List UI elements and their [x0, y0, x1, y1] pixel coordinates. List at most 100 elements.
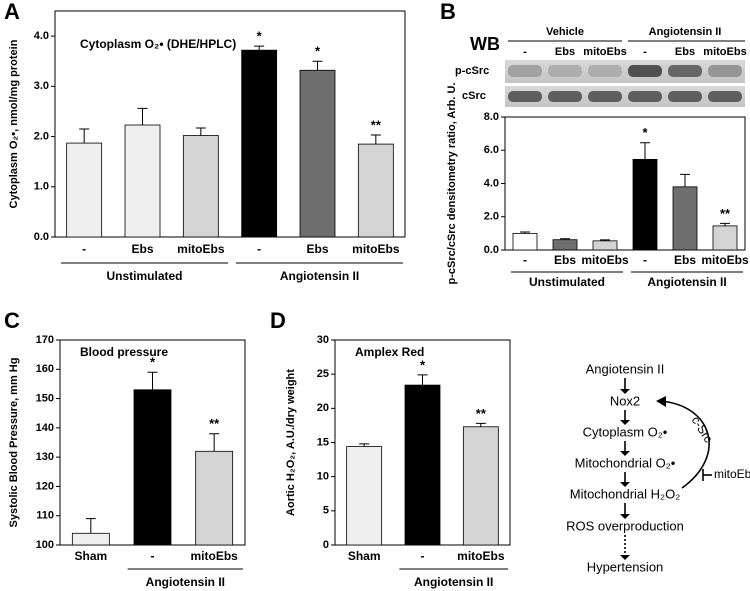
plot-frame — [54, 10, 406, 238]
significance: * — [150, 355, 156, 370]
arrowhead — [620, 555, 630, 560]
arrowhead — [656, 396, 666, 407]
blot-row-label: p-cSrc — [455, 65, 489, 77]
error-bar — [720, 222, 730, 226]
y-tick-label: 8.0 — [484, 111, 499, 123]
significance: ** — [720, 206, 731, 221]
bar — [182, 135, 219, 238]
group-label: Angiotensin II — [414, 575, 493, 589]
y-tick-label: 4.0 — [484, 177, 499, 189]
error-bar — [85, 518, 96, 534]
blot-band — [708, 65, 742, 77]
error-bar — [137, 107, 148, 126]
blot-lane-label: Ebs — [555, 46, 575, 58]
arrowhead — [620, 482, 630, 487]
y-tick-label: 20 — [317, 402, 329, 414]
x-tick-label: Sham — [74, 549, 107, 563]
blot-band — [628, 65, 662, 77]
wb-label: WB — [470, 34, 500, 54]
arrowhead — [620, 451, 630, 456]
group-label: Unstimulated — [529, 275, 605, 289]
bar — [299, 69, 336, 238]
bar — [404, 384, 441, 546]
y-tick-label: 120 — [36, 480, 54, 492]
error-bar — [359, 443, 370, 447]
bar — [712, 225, 738, 251]
y-tick-label: 5 — [323, 505, 329, 517]
inhibitor-label: mitoEbs — [714, 467, 750, 481]
x-tick-label: mitoEbs — [190, 549, 238, 563]
bar — [124, 124, 161, 238]
error-bar — [147, 371, 158, 390]
blot-band — [548, 65, 582, 77]
bar — [632, 158, 658, 251]
blot-band — [588, 65, 622, 77]
blot-group: Angiotensin II — [649, 26, 722, 38]
x-tick-label: mitoEbs — [352, 242, 400, 256]
feedback-arrow — [659, 400, 710, 489]
significance: * — [257, 29, 263, 44]
blot-lane-label: Ebs — [675, 46, 695, 58]
y-tick-label: 2.0 — [484, 211, 499, 223]
error-bar — [640, 142, 650, 160]
error-bar — [417, 374, 428, 386]
y-tick-label: 0 — [323, 539, 329, 551]
bar — [241, 49, 278, 238]
blot-lane-label: mitoEbs — [703, 46, 746, 58]
error-bar — [209, 433, 220, 452]
bar — [552, 239, 578, 251]
pathway: c-Src mitoEbs Angiotensin II Nox2 Cytoplas… — [566, 361, 750, 574]
pathway-node: Mitochondrial O₂• — [575, 455, 676, 470]
error-bar — [370, 134, 381, 145]
group-label: Unstimulated — [106, 269, 182, 283]
bar — [512, 232, 538, 251]
significance: ** — [371, 117, 382, 132]
blot-lane-label: mitoEbs — [583, 46, 626, 58]
x-tick-label: mitoEbs — [457, 549, 505, 563]
chart-title: Amplex Red — [355, 345, 424, 359]
bar — [462, 426, 499, 546]
error-bar — [680, 173, 690, 187]
pathway-node: Cytoplasm O₂• — [583, 424, 668, 439]
y-axis-label: p-cSrc/cSrc densitometry ratio, Arb. U. — [446, 83, 458, 285]
x-tick-label: - — [523, 253, 527, 267]
blot-lanes: - Ebs mitoEbs - Ebs mitoEbs — [508, 46, 747, 102]
blot-band — [508, 65, 542, 77]
y-tick-label: 170 — [36, 334, 54, 346]
blot-row-label: cSrc — [462, 90, 486, 102]
y-tick-label: 25 — [317, 368, 329, 380]
y-tick-label: 130 — [36, 451, 54, 463]
blot-band — [548, 91, 582, 102]
y-tick-label: 3.0 — [34, 80, 49, 92]
pathway-node: Nox2 — [610, 393, 640, 408]
y-axis-label: Systolic Blood Pressure, mm Hg — [8, 358, 20, 528]
y-tick-label: 110 — [36, 510, 54, 522]
group-label: Angiotensin II — [647, 275, 726, 289]
panel-letter: D — [270, 308, 286, 333]
x-tick-label: mitoEbs — [581, 253, 629, 267]
bar — [195, 450, 234, 546]
pathway-node: Mitochondrial H₂O₂ — [570, 486, 681, 501]
x-tick-label: - — [257, 242, 261, 256]
blot-band — [508, 91, 542, 102]
y-tick-label: 15 — [317, 436, 329, 448]
significance: * — [315, 44, 321, 59]
blot-lane-label: - — [523, 46, 527, 58]
x-tick-label: mitoEbs — [177, 242, 225, 256]
bar — [133, 389, 172, 546]
x-tick-label: - — [151, 549, 155, 563]
y-tick-label: 150 — [36, 392, 54, 404]
bar — [672, 186, 698, 251]
y-tick-label: 6.0 — [484, 144, 499, 156]
bar — [346, 446, 383, 546]
blot-lane-label: - — [643, 46, 647, 58]
blot-band — [668, 65, 702, 77]
western-blot: WB Vehicle Angiotensin II p-cSrc cSrc - E… — [455, 26, 747, 107]
y-tick-label: 100 — [36, 539, 54, 551]
error-bar — [600, 239, 610, 241]
bar — [71, 532, 110, 546]
y-tick-label: 160 — [36, 363, 54, 375]
error-bar — [79, 128, 90, 144]
blot-band — [628, 91, 662, 102]
y-tick-label: 4.0 — [34, 30, 49, 42]
